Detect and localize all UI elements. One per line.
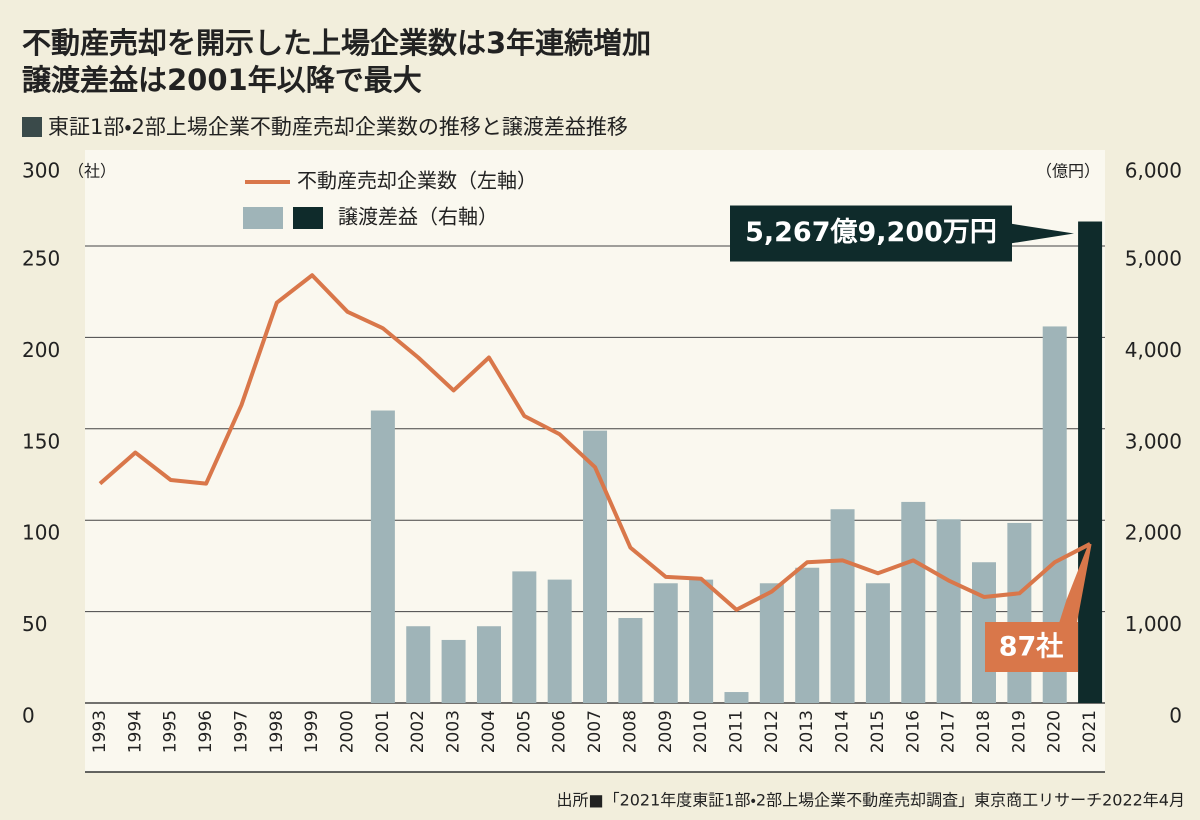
x-tick-label: 2009 — [656, 710, 676, 753]
bar — [476, 626, 501, 703]
x-tick-label: 2018 — [974, 710, 994, 753]
bar — [583, 430, 608, 703]
bar — [547, 579, 572, 703]
x-tick-label: 1993 — [90, 710, 110, 753]
bar — [936, 519, 961, 703]
bar — [370, 410, 395, 703]
legend-label: 譲渡差益（右軸） — [338, 205, 498, 229]
bar — [759, 583, 784, 703]
y2-tick-label: 2,000 — [1125, 521, 1182, 545]
x-tick-label: 2012 — [762, 710, 782, 753]
y-tick-label: 300 — [22, 159, 60, 183]
x-tick-label: 2016 — [903, 710, 923, 753]
x-tick-label: 2010 — [691, 710, 711, 753]
bar — [1007, 522, 1032, 703]
y2-tick-label: 4,000 — [1125, 338, 1182, 362]
x-tick-label: 2001 — [373, 710, 393, 753]
legend-swatch — [243, 207, 283, 229]
legend-swatch — [293, 207, 323, 229]
x-tick-label: 2000 — [338, 710, 358, 753]
x-tick-label: 2002 — [408, 710, 428, 753]
bar — [618, 617, 643, 703]
label-pointer — [1010, 223, 1074, 244]
x-tick-label: 2017 — [939, 710, 959, 753]
line — [98, 273, 1091, 612]
bar — [724, 692, 749, 703]
y-tick-label: 0 — [22, 704, 35, 728]
subtitle-marker — [22, 117, 42, 137]
x-tick-label: 2015 — [868, 710, 888, 753]
y-tick-label: 200 — [22, 338, 60, 362]
chart-title: 不動産売却を開示した上場企業数は3年連続増加 — [22, 26, 651, 60]
chart-title: 譲渡差益は2001年以降で最大 — [22, 63, 422, 97]
y-tick-label: 150 — [22, 429, 60, 453]
y-unit: （社） — [68, 162, 116, 181]
x-tick-label: 2011 — [726, 710, 746, 753]
x-tick-label: 1999 — [302, 710, 322, 753]
y2-tick-label: 6,000 — [1125, 159, 1182, 183]
bar — [653, 583, 678, 703]
y2-unit: （億円） — [1036, 162, 1100, 181]
x-tick-label: 1995 — [161, 710, 181, 753]
bar — [441, 639, 466, 703]
x-tick-label: 2003 — [444, 710, 464, 753]
x-tick-label: 1998 — [267, 710, 287, 753]
x-tick-label: 2004 — [479, 710, 499, 753]
label-box — [730, 205, 1012, 262]
subtitle: 東証1部・2部上場企業不動産売却企業数の推移と譲渡差益推移 — [48, 115, 628, 139]
bar — [901, 501, 926, 703]
x-tick-label: 1997 — [231, 710, 251, 753]
y-tick-label: 250 — [22, 247, 60, 271]
y2-tick-label: 1,000 — [1125, 612, 1182, 636]
x-tick-label: 2014 — [833, 710, 853, 753]
bar — [865, 583, 890, 703]
source: 出所■「2021年度東証1部・2部上場企業不動産売却調査」東京商工リサーチ202… — [556, 791, 1185, 810]
x-tick-label: 1996 — [196, 710, 216, 753]
bar — [406, 626, 431, 703]
bar — [830, 509, 855, 703]
y2-tick-label: 3,000 — [1125, 429, 1182, 453]
data-label: 87社 — [999, 632, 1064, 663]
y2-tick-label: 5,000 — [1125, 247, 1182, 271]
x-tick-label: 1994 — [125, 710, 145, 753]
x-tick-label: 2007 — [585, 710, 605, 753]
legend-label: 不動産売却企業数（左軸） — [297, 169, 537, 193]
x-tick-label: 2021 — [1080, 710, 1100, 753]
y-tick-label: 100 — [22, 521, 60, 545]
y2-tick-label: 0 — [1169, 704, 1182, 728]
bar — [512, 571, 537, 703]
bar — [1078, 221, 1103, 703]
x-tick-label: 2020 — [1045, 710, 1065, 753]
x-tick-label: 2019 — [1009, 710, 1029, 753]
y-tick-label: 50 — [22, 612, 47, 636]
x-tick-label: 2005 — [514, 710, 534, 753]
label-box — [985, 622, 1078, 672]
x-tick-label: 2006 — [550, 710, 570, 753]
x-tick-label: 2008 — [620, 710, 640, 753]
bar — [689, 579, 714, 703]
x-tick-label: 2013 — [797, 710, 817, 753]
bar — [795, 567, 820, 703]
data-label: 5,267億9,200万円 — [745, 217, 997, 248]
